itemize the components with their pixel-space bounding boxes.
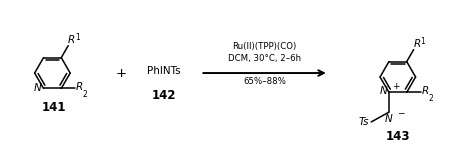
Text: Ts: Ts [359,117,369,127]
Text: 1: 1 [420,37,425,46]
Text: +: + [392,82,399,91]
Text: Ru(II)(TPP)(CO): Ru(II)(TPP)(CO) [233,42,297,51]
Text: 2: 2 [428,94,433,103]
Text: 143: 143 [386,130,410,143]
Text: R: R [68,35,76,45]
Text: +: + [116,67,127,80]
Text: R: R [422,86,429,96]
Text: PhINTs: PhINTs [147,66,181,76]
Text: R: R [414,39,421,49]
Text: 65%–88%: 65%–88% [243,77,286,86]
Text: 142: 142 [152,89,176,102]
Text: −: − [397,109,404,118]
Text: 1: 1 [75,33,80,42]
Text: 141: 141 [42,101,67,114]
Text: N: N [380,86,388,96]
Text: R: R [76,82,83,92]
Text: N: N [34,83,42,93]
Text: N: N [385,114,393,124]
Text: DCM, 30°C, 2–6h: DCM, 30°C, 2–6h [228,54,301,63]
Text: 2: 2 [83,90,88,99]
